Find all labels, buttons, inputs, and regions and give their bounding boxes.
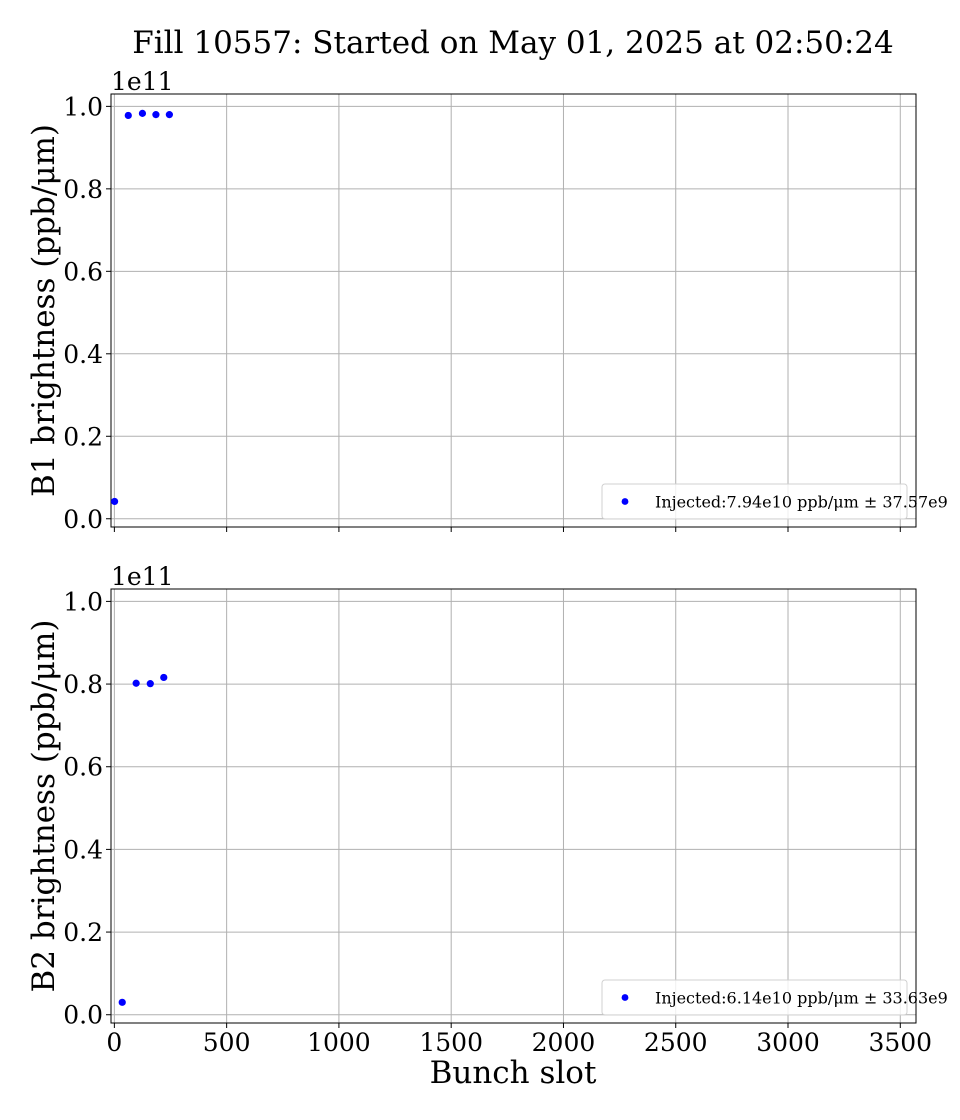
data-point: [138, 109, 147, 117]
legend-label: Injected:6.14e10 ppb/μm ± 33.63e9: [655, 989, 948, 1008]
y-tick-label: 0.8: [63, 175, 103, 204]
legend: Injected:7.94e10 ppb/μm ± 37.57e9: [601, 483, 948, 520]
y-tick-label: 0.0: [63, 505, 103, 534]
data-point: [132, 679, 140, 687]
y-tick-label: 0.6: [63, 753, 103, 782]
data-point: [165, 111, 173, 119]
legend: Injected:6.14e10 ppb/μm ± 33.63e9: [601, 979, 948, 1016]
x-axis-label: Bunch slot: [430, 1055, 597, 1091]
x-tick-label: 500: [203, 1028, 251, 1057]
data-point: [160, 673, 168, 682]
plot-frame: [110, 93, 917, 528]
data-point: [118, 998, 126, 1006]
y-tick-label: 0.2: [63, 422, 103, 451]
panel-2: 0 500 1000 1500 2000 2500 3000 3500 0.0 0.2 0.4 0.6…: [26, 562, 948, 1057]
y-tick-label: 0.0: [63, 1001, 103, 1030]
y-tick-label: 0.6: [63, 257, 103, 286]
legend-marker: [621, 994, 629, 1001]
y-tick-label: 0.4: [63, 835, 103, 864]
data-point: [124, 111, 132, 120]
data-point: [110, 497, 119, 506]
chart-title: Fill 10557: Started on May 01, 2025 at 0…: [132, 25, 894, 61]
y-offset-label: 1e11: [111, 562, 174, 591]
y-tick-label: 0.4: [63, 340, 103, 369]
y-axis-label: B2 brightness (ppb/μm): [26, 620, 62, 993]
data-point: [146, 680, 154, 688]
y-axis-label: B1 brightness (ppb/μm): [26, 124, 62, 497]
legend-frame: [601, 483, 908, 520]
x-tick-label: 3000: [756, 1028, 820, 1057]
legend-marker: [621, 498, 629, 505]
x-tick-label: 2000: [532, 1028, 596, 1057]
y-tick-label: 1.0: [63, 92, 103, 121]
y-offset-label: 1e11: [111, 67, 174, 96]
data-point: [152, 111, 160, 119]
panel-1: 0.0 0.2 0.4 0.6 0.8 1.0 1e11 B1 brightness (ppb…: [26, 67, 948, 534]
y-tick-label: 1.0: [63, 587, 103, 616]
x-tick-label: 1500: [419, 1028, 483, 1057]
x-tick-label: 3500: [868, 1028, 932, 1057]
plot-frame: [110, 588, 917, 1024]
legend-frame: [601, 979, 908, 1016]
x-tick-label: 1000: [307, 1028, 371, 1057]
y-tick-label: 0.8: [63, 670, 103, 699]
x-tick-label: 2500: [644, 1028, 708, 1057]
y-tick-label: 0.2: [63, 918, 103, 947]
legend-label: Injected:7.94e10 ppb/μm ± 37.57e9: [655, 493, 948, 512]
x-tick-label: 0: [106, 1028, 122, 1057]
